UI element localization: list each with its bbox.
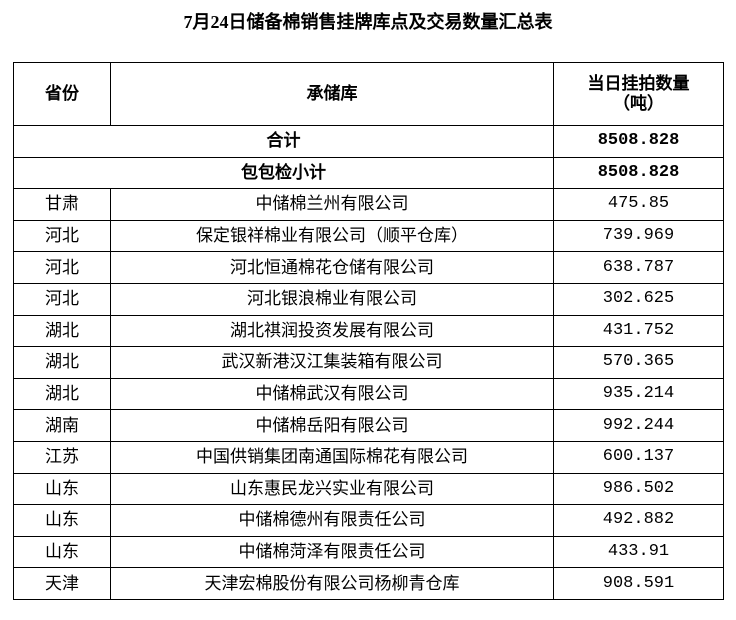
header-row: 省份 承储库 当日挂拍数量 （吨） bbox=[13, 62, 724, 126]
province-cell: 湖北 bbox=[13, 377, 111, 411]
table-row: 湖北 中储棉武汉有限公司 935.214 bbox=[13, 377, 724, 411]
subtotal-label: 包包检小计 bbox=[13, 156, 554, 190]
document-title: 7月24日储备棉销售挂牌库点及交易数量汇总表 bbox=[183, 12, 553, 32]
quantity-cell: 908.591 bbox=[553, 567, 724, 600]
province-cell: 河北 bbox=[13, 251, 111, 284]
table-row: 湖北 湖北祺润投资发展有限公司 431.752 bbox=[13, 314, 724, 348]
quantity-cell: 992.244 bbox=[553, 409, 724, 442]
quantity-cell: 475.85 bbox=[553, 188, 724, 221]
province-cell: 河北 bbox=[13, 219, 111, 253]
quantity-cell: 935.214 bbox=[553, 377, 724, 411]
quantity-cell: 600.137 bbox=[553, 440, 724, 474]
warehouse-cell: 中国供销集团南通国际棉花有限公司 bbox=[110, 440, 554, 474]
warehouse-cell: 河北银浪棉业有限公司 bbox=[110, 282, 554, 316]
province-cell: 甘肃 bbox=[13, 188, 111, 221]
table-row: 山东 中储棉菏泽有限责任公司 433.91 bbox=[13, 535, 724, 569]
warehouse-cell: 中储棉武汉有限公司 bbox=[110, 377, 554, 411]
province-cell: 湖北 bbox=[13, 346, 111, 379]
header-warehouse: 承储库 bbox=[110, 62, 554, 126]
warehouse-cell: 山东惠民龙兴实业有限公司 bbox=[110, 472, 554, 506]
warehouse-cell: 中储棉兰州有限公司 bbox=[110, 188, 554, 221]
subtotal-value: 8508.828 bbox=[553, 156, 724, 190]
province-cell: 湖北 bbox=[13, 314, 111, 348]
quantity-cell: 638.787 bbox=[553, 251, 724, 284]
table-row: 河北 河北恒通棉花仓储有限公司 638.787 bbox=[13, 251, 724, 284]
summary-table: 省份 承储库 当日挂拍数量 （吨） 合计 8508.828 包包检小计 8508.… bbox=[13, 62, 724, 600]
table-row: 山东 山东惠民龙兴实业有限公司 986.502 bbox=[13, 472, 724, 506]
warehouse-cell: 中储棉岳阳有限公司 bbox=[110, 409, 554, 442]
header-quantity-unit: （吨） bbox=[613, 94, 664, 113]
table-row: 河北 河北银浪棉业有限公司 302.625 bbox=[13, 282, 724, 316]
total-value: 8508.828 bbox=[553, 125, 724, 158]
province-cell: 天津 bbox=[13, 567, 111, 600]
table-row: 湖北 武汉新港汉江集装箱有限公司 570.365 bbox=[13, 346, 724, 379]
warehouse-cell: 中储棉菏泽有限责任公司 bbox=[110, 535, 554, 569]
quantity-cell: 739.969 bbox=[553, 219, 724, 253]
warehouse-cell: 武汉新港汉江集装箱有限公司 bbox=[110, 346, 554, 379]
province-cell: 河北 bbox=[13, 282, 111, 316]
province-cell: 山东 bbox=[13, 535, 111, 569]
header-province: 省份 bbox=[13, 62, 111, 126]
province-cell: 江苏 bbox=[13, 440, 111, 474]
table-row: 甘肃 中储棉兰州有限公司 475.85 bbox=[13, 188, 724, 221]
quantity-cell: 431.752 bbox=[553, 314, 724, 348]
table-row: 天津 天津宏棉股份有限公司杨柳青仓库 908.591 bbox=[13, 567, 724, 600]
warehouse-cell: 中储棉德州有限责任公司 bbox=[110, 504, 554, 537]
quantity-cell: 570.365 bbox=[553, 346, 724, 379]
warehouse-cell: 湖北祺润投资发展有限公司 bbox=[110, 314, 554, 348]
quantity-cell: 492.882 bbox=[553, 504, 724, 537]
subtotal-row: 包包检小计 8508.828 bbox=[13, 156, 724, 190]
warehouse-cell: 保定银祥棉业有限公司（顺平仓库） bbox=[110, 219, 554, 253]
table-row: 江苏 中国供销集团南通国际棉花有限公司 600.137 bbox=[13, 440, 724, 474]
province-cell: 湖南 bbox=[13, 409, 111, 442]
warehouse-cell: 天津宏棉股份有限公司杨柳青仓库 bbox=[110, 567, 554, 600]
province-cell: 山东 bbox=[13, 472, 111, 506]
total-label: 合计 bbox=[13, 125, 554, 158]
warehouse-cell: 河北恒通棉花仓储有限公司 bbox=[110, 251, 554, 284]
total-row: 合计 8508.828 bbox=[13, 125, 724, 158]
table-row: 河北 保定银祥棉业有限公司（顺平仓库） 739.969 bbox=[13, 219, 724, 253]
header-quantity-label: 当日挂拍数量 bbox=[587, 74, 690, 93]
quantity-cell: 433.91 bbox=[553, 535, 724, 569]
table-row: 湖南 中储棉岳阳有限公司 992.244 bbox=[13, 409, 724, 442]
province-cell: 山东 bbox=[13, 504, 111, 537]
table-row: 山东 中储棉德州有限责任公司 492.882 bbox=[13, 504, 724, 537]
quantity-cell: 302.625 bbox=[553, 282, 724, 316]
quantity-cell: 986.502 bbox=[553, 472, 724, 506]
header-quantity: 当日挂拍数量 （吨） bbox=[553, 62, 724, 126]
